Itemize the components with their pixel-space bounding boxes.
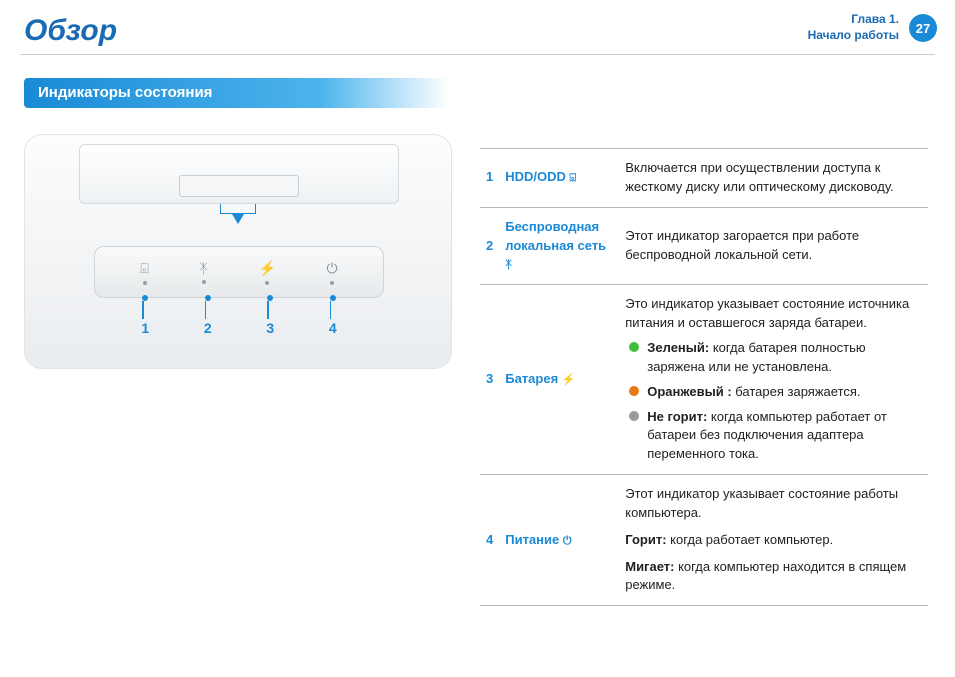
callout-arrow: [220, 204, 256, 234]
page-number-badge: 27: [909, 14, 937, 42]
led-3: ⚡: [258, 260, 275, 285]
callout-numbers: 1 2 3 4: [94, 320, 384, 336]
disk-icon: ⌻: [570, 172, 577, 184]
callout-connectors: [94, 298, 384, 319]
row-desc: Включается при осуществлении доступа к ж…: [619, 149, 928, 208]
row-number: 1: [480, 149, 499, 208]
status-bullet: Не горит: когда компьютер работает от ба…: [625, 408, 922, 465]
battery-icon: ⚡: [258, 260, 275, 277]
battery-icon: ⚡: [562, 374, 576, 386]
row-desc: Этот индикатор загорается при работе бес…: [619, 207, 928, 285]
device-outline: [79, 144, 399, 204]
chapter-line1: Глава 1.: [808, 12, 899, 28]
num-4: 4: [329, 320, 337, 336]
indicators-table: 1 HDD/ODD ⌻ Включается при осуществлении…: [480, 148, 928, 606]
num-1: 1: [141, 320, 149, 336]
orange-swatch: [629, 386, 639, 396]
led-panel: ⌻ ᛡ ⚡ ⏻: [94, 246, 384, 298]
led-4: ⏻: [327, 260, 338, 285]
device-slot: [179, 175, 299, 197]
wifi-icon: ᛡ: [505, 259, 512, 271]
section-header: Индикаторы состояния: [24, 78, 448, 108]
table-row: 2 Беспроводная локальная сеть ᛡ Этот инд…: [480, 207, 928, 285]
gray-swatch: [629, 411, 639, 421]
disk-icon: ⌻: [140, 260, 148, 277]
green-swatch: [629, 342, 639, 352]
num-3: 3: [266, 320, 274, 336]
status-bullet: Оранжевый : батарея заряжается.: [625, 383, 922, 402]
row-desc: Это индикатор указывает состояние источн…: [619, 285, 928, 475]
table-row: 1 HDD/ODD ⌻ Включается при осуществлении…: [480, 149, 928, 208]
page-title: Обзор: [24, 14, 117, 48]
power-icon: ⏻: [327, 260, 338, 277]
led-2: ᛡ: [199, 260, 207, 284]
row-label: Питание ⏻: [499, 475, 619, 606]
power-icon: ⏻: [563, 535, 572, 547]
header-divider: [20, 54, 935, 55]
chapter-line2: Начало работы: [808, 28, 899, 44]
num-2: 2: [204, 320, 212, 336]
row-label: Беспроводная локальная сеть ᛡ: [499, 207, 619, 285]
table-row: 4 Питание ⏻ Этот индикатор указывает сос…: [480, 475, 928, 606]
status-bullet: Зеленый: когда батарея полностью заряжен…: [625, 339, 922, 377]
wifi-icon: ᛡ: [199, 260, 207, 276]
table-row: 3 Батарея ⚡ Это индикатор указывает сост…: [480, 285, 928, 475]
chapter-label: Глава 1. Начало работы: [808, 12, 899, 43]
row-number: 3: [480, 285, 499, 475]
row-label: HDD/ODD ⌻: [499, 149, 619, 208]
row-desc: Этот индикатор указывает состояние работ…: [619, 475, 928, 606]
row-number: 4: [480, 475, 499, 606]
row-label: Батарея ⚡: [499, 285, 619, 475]
indicator-diagram: ⌻ ᛡ ⚡ ⏻ 1 2 3 4: [24, 134, 452, 369]
led-1: ⌻: [140, 260, 148, 285]
row-number: 2: [480, 207, 499, 285]
